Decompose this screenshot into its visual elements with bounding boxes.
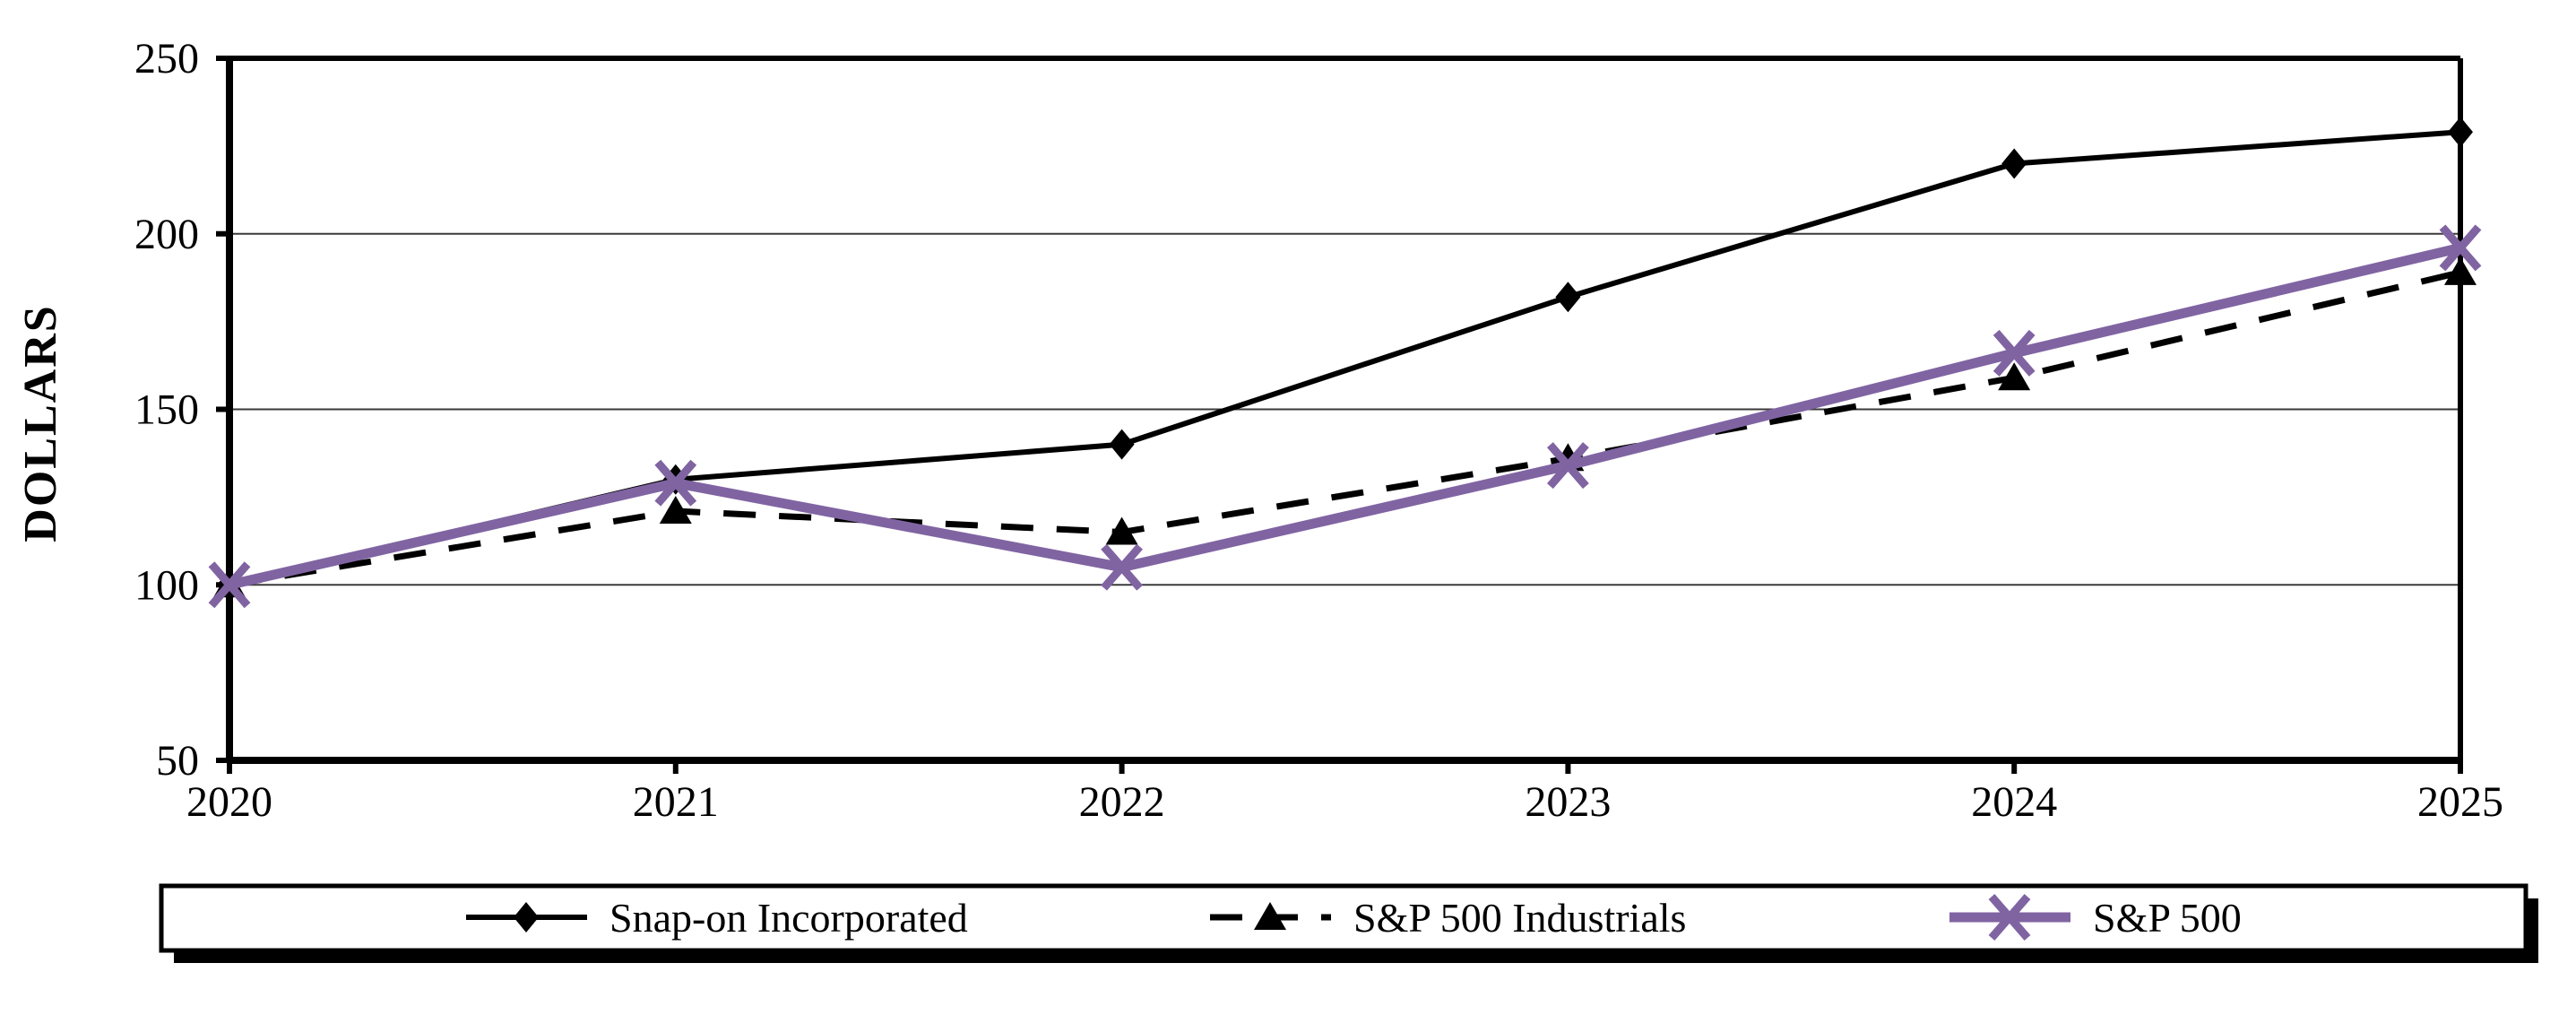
axis-labels-layer: 50 100 150 200 250 2020 2021 2022 2023 2024 2025: [134, 35, 2503, 826]
x-tick-label-2023: 2023: [1525, 778, 1611, 826]
point-2023-x-marker: [1547, 442, 1589, 490]
point-2022-diamond-marker: [1109, 429, 1135, 460]
y-tick-label-250: 250: [134, 35, 199, 82]
x-tick-label-2020: 2020: [186, 778, 272, 826]
y-tick-label-150: 150: [134, 386, 199, 434]
x-tick-label-2024: 2024: [1971, 778, 2057, 826]
x-tick-label-2025: 2025: [2417, 778, 2503, 826]
y-axis-title: DOLLARS: [15, 304, 66, 542]
x-tick-label-2021: 2021: [633, 778, 719, 826]
series-snap-on-incorporated: [217, 117, 2473, 601]
y-tick-label-200: 200: [134, 211, 199, 258]
axis-frame-layer: [216, 56, 2463, 774]
series-line: [229, 269, 2461, 588]
point-2020-x-marker: [208, 561, 251, 609]
legend-label: S&P 500: [2093, 895, 2242, 941]
point-2021-triangle-marker: [659, 496, 692, 525]
legend: Snap-on Incorporated S&P 500 Industrials S…: [159, 883, 2538, 963]
series-s-p-500: [208, 224, 2482, 609]
legend-item-snap-on-incorporated: Snap-on Incorporated: [466, 895, 968, 941]
legend-items: Snap-on Incorporated S&P 500 Industrials S…: [466, 894, 2242, 941]
y-tick-label-50: 50: [156, 737, 199, 785]
legend-x-marker: [1988, 894, 2031, 941]
y-tick-label-100: 100: [134, 561, 199, 609]
point-2024-triangle-marker: [1998, 362, 2031, 391]
point-2025-x-marker: [2439, 224, 2482, 272]
x-tick-label-2022: 2022: [1079, 778, 1165, 826]
point-2024-diamond-marker: [2001, 148, 2027, 179]
legend-item-s-p-500-industrials: S&P 500 Industrials: [1210, 895, 1686, 941]
series-line: [228, 243, 2462, 590]
point-2022-x-marker: [1101, 543, 1143, 591]
data-series-layer: [208, 117, 2482, 609]
point-2023-diamond-marker: [1555, 282, 1581, 313]
point-2022-triangle-marker: [1105, 516, 1138, 545]
legend-label: Snap-on Incorporated: [609, 895, 968, 941]
legend-label: S&P 500 Industrials: [1353, 895, 1686, 941]
legend-diamond-marker: [514, 902, 539, 933]
legend-item-s-p-500: S&P 500: [1949, 894, 2242, 941]
point-2025-triangle-marker: [2444, 256, 2477, 285]
series-s-p-500-industrials: [213, 256, 2477, 598]
point-2021-x-marker: [654, 459, 697, 507]
gridlines-layer: [229, 232, 2460, 586]
point-2024-x-marker: [1993, 329, 2036, 377]
point-2025-diamond-marker: [2448, 117, 2473, 148]
legend-triangle-marker: [1254, 902, 1286, 930]
